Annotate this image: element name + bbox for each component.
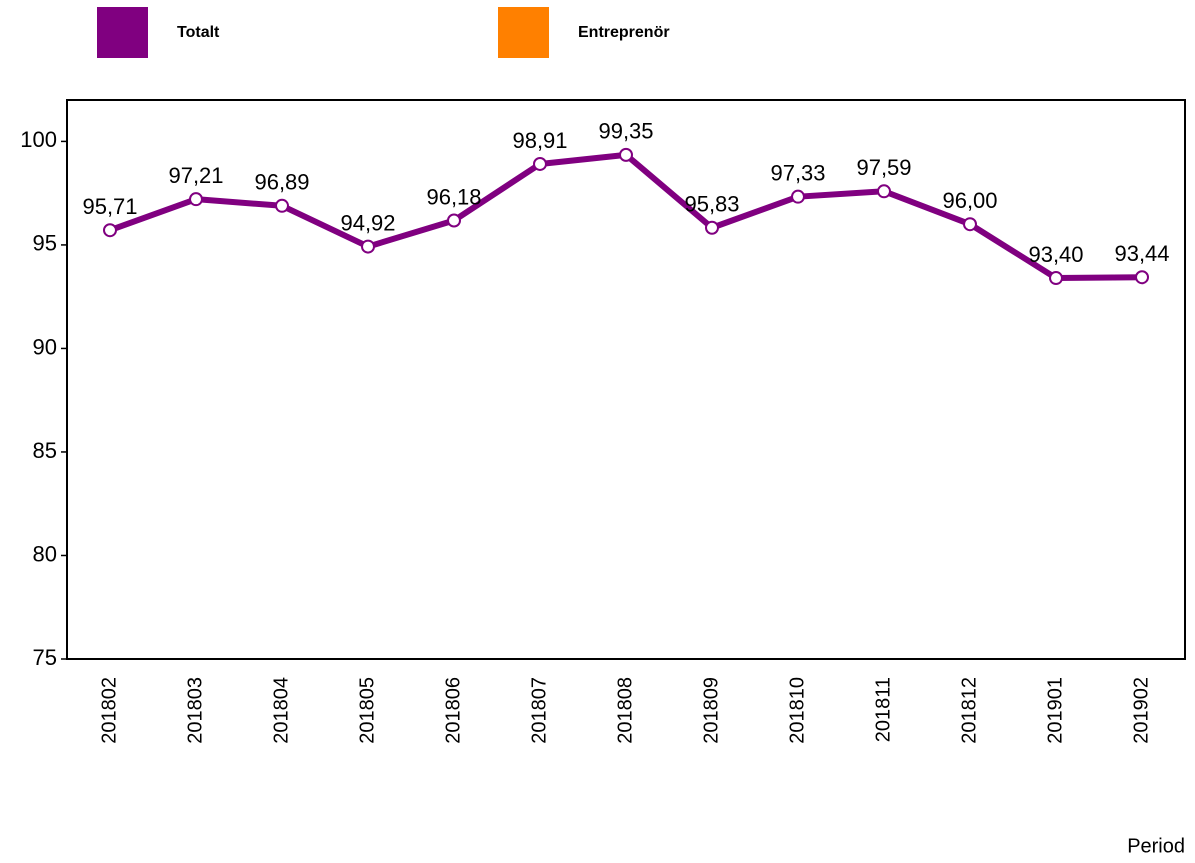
data-label: 97,33 (770, 160, 825, 185)
legend-label: Entreprenör (578, 24, 670, 41)
x-tick-label: 201803 (184, 677, 206, 744)
x-tick-label: 201802 (98, 677, 120, 744)
marker (275, 198, 289, 213)
x-tick-label: 201902 (1130, 677, 1152, 744)
y-tick-label: 85 (33, 438, 57, 463)
data-label: 97,59 (856, 155, 911, 180)
marker (447, 213, 461, 228)
marker (619, 147, 633, 162)
y-tick-label: 80 (33, 541, 57, 566)
data-label: 96,00 (942, 188, 997, 213)
y-tick-label: 100 (20, 127, 57, 152)
marker (1135, 270, 1149, 285)
x-tick-label: 201806 (442, 677, 464, 744)
marker (189, 192, 203, 207)
data-label: 96,89 (254, 170, 309, 195)
data-label: 93,40 (1028, 242, 1083, 267)
marker (103, 223, 117, 238)
data-label: 93,44 (1114, 241, 1169, 266)
x-axis-label: Period (1127, 835, 1185, 857)
data-label: 96,18 (426, 184, 481, 209)
data-label: 95,83 (684, 192, 739, 217)
marker (1049, 271, 1063, 286)
marker (791, 189, 805, 204)
data-label: 94,92 (340, 210, 395, 235)
data-label: 97,21 (168, 163, 223, 188)
data-label: 99,35 (598, 119, 653, 144)
x-tick-label: 201807 (528, 677, 550, 744)
x-tick-label: 201811 (872, 677, 894, 742)
data-label: 98,91 (512, 128, 567, 153)
marker (963, 217, 977, 232)
marker (361, 239, 375, 254)
legend-label: Totalt (177, 24, 220, 41)
data-label: 95,71 (82, 194, 137, 219)
x-tick-label: 201809 (700, 677, 722, 744)
plot-frame (66, 99, 1186, 660)
x-tick-label: 201901 (1044, 677, 1066, 744)
marker (877, 184, 891, 199)
x-tick-label: 201805 (356, 677, 378, 744)
marker (533, 156, 547, 171)
y-tick-label: 75 (33, 645, 57, 670)
legend-swatch (498, 7, 549, 58)
y-tick-label: 90 (33, 334, 57, 359)
marker (705, 220, 719, 235)
x-tick-label: 201810 (786, 677, 808, 744)
y-tick-label: 95 (33, 231, 57, 256)
x-tick-label: 201804 (270, 677, 292, 744)
legend-swatch (97, 7, 148, 58)
x-tick-label: 201808 (614, 677, 636, 744)
x-tick-label: 201812 (958, 677, 980, 744)
